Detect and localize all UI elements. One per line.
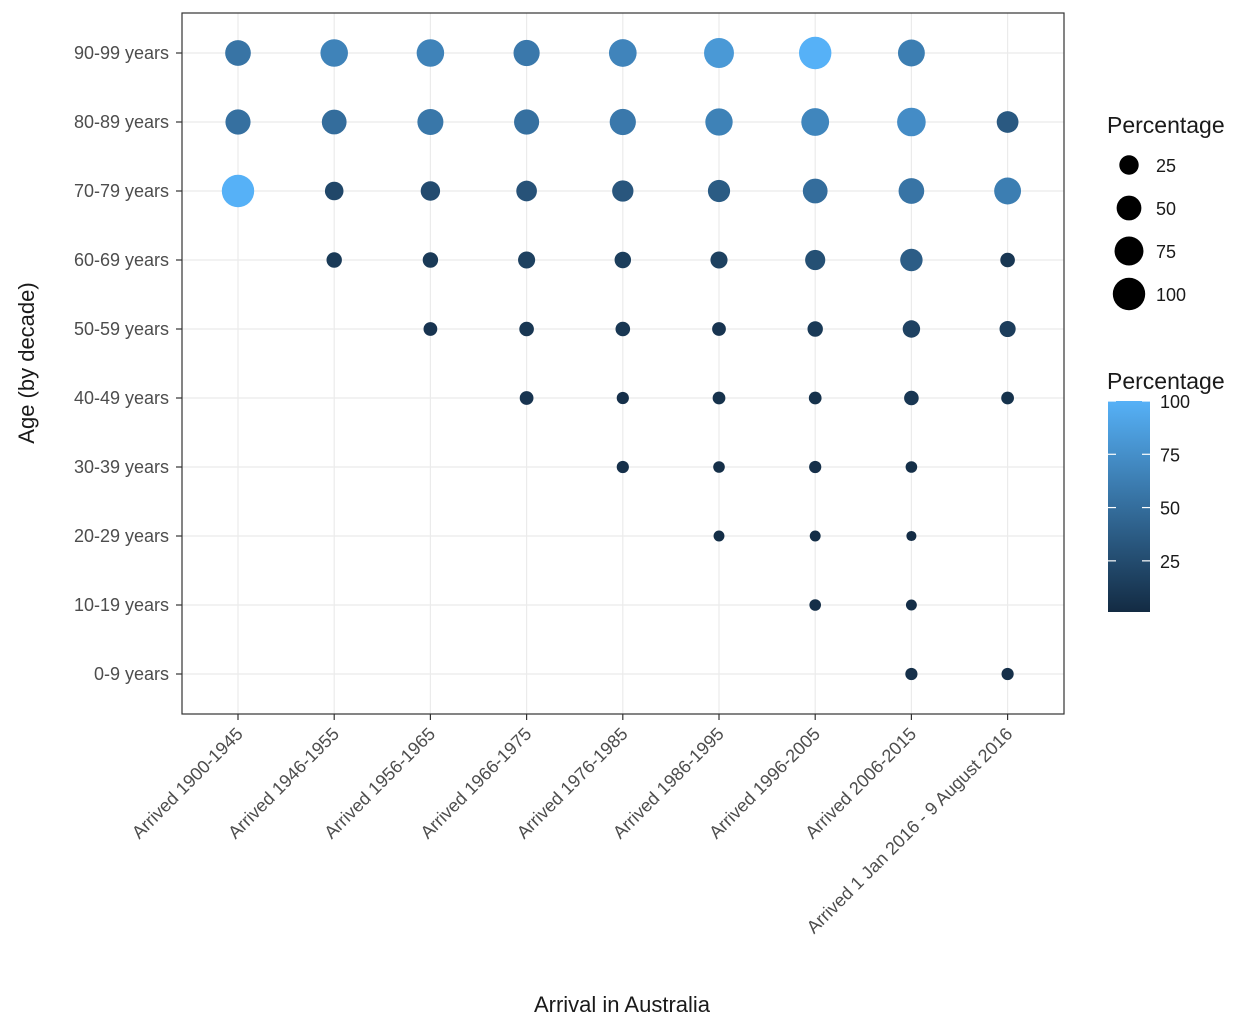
data-point — [905, 599, 917, 611]
data-point — [996, 111, 1019, 133]
data-point — [713, 530, 725, 542]
data-point — [712, 391, 726, 405]
data-point — [705, 108, 733, 136]
data-point — [898, 178, 925, 204]
size-legend-title: Percentage — [1107, 112, 1225, 138]
data-point — [712, 322, 726, 336]
data-point — [519, 391, 534, 405]
data-point — [417, 108, 444, 136]
color-legend-title: Percentage — [1107, 368, 1225, 394]
y-tick-label: 40-49 years — [74, 388, 169, 408]
data-point — [902, 320, 921, 338]
data-point — [616, 391, 629, 405]
color-legend: Percentage 25 50 75 100 — [1107, 368, 1225, 612]
data-point — [802, 178, 828, 204]
data-point — [519, 321, 534, 337]
data-point — [324, 181, 344, 201]
data-point — [326, 252, 342, 268]
y-axis-title: Age (by decade) — [14, 282, 39, 443]
data-point — [999, 320, 1016, 338]
data-point — [225, 40, 251, 66]
size-legend-label: 75 — [1156, 242, 1176, 262]
data-point — [513, 39, 540, 67]
data-point — [320, 39, 348, 67]
data-point — [516, 180, 537, 202]
data-point — [422, 252, 439, 268]
color-bar — [1108, 401, 1150, 612]
size-legend-key — [1116, 195, 1142, 221]
data-point — [616, 460, 629, 474]
data-point — [416, 39, 445, 67]
data-point — [514, 109, 540, 135]
size-legend-key — [1114, 236, 1144, 266]
size-legend: Percentage 25 50 75 100 — [1107, 112, 1225, 311]
y-axis: 0-9 years 10-19 years 20-29 years 30-39 yea… — [74, 43, 182, 684]
data-point — [707, 179, 731, 203]
data-point — [612, 180, 634, 202]
data-point — [1000, 252, 1015, 268]
data-point — [608, 39, 637, 67]
data-point — [423, 322, 438, 336]
size-legend-label: 100 — [1156, 285, 1186, 305]
color-legend-label: 50 — [1160, 499, 1180, 519]
data-point — [905, 461, 918, 473]
x-axis-title: Arrival in Australia — [534, 992, 711, 1017]
color-legend-label: 25 — [1160, 552, 1180, 572]
data-point — [615, 321, 631, 337]
y-tick-label: 80-89 years — [74, 112, 169, 132]
data-point — [713, 461, 725, 473]
data-point — [710, 251, 728, 269]
data-points — [221, 36, 1022, 681]
data-point — [805, 249, 826, 271]
data-point — [609, 108, 636, 136]
data-point — [704, 38, 734, 68]
data-point — [321, 109, 347, 135]
size-legend-label: 25 — [1156, 156, 1176, 176]
data-point — [904, 390, 919, 406]
color-legend-label: 75 — [1160, 445, 1180, 465]
data-point — [900, 248, 923, 272]
data-point — [799, 36, 832, 70]
data-point — [905, 667, 918, 681]
data-point — [225, 109, 251, 135]
data-point — [809, 599, 821, 611]
y-tick-label: 10-19 years — [74, 595, 169, 615]
data-point — [808, 391, 822, 405]
data-point — [420, 181, 441, 201]
y-tick-label: 90-99 years — [74, 43, 169, 63]
data-point — [994, 177, 1022, 205]
data-point — [1001, 391, 1014, 405]
data-point — [897, 107, 926, 137]
y-tick-label: 70-79 years — [74, 181, 169, 201]
size-legend-key — [1119, 155, 1139, 175]
data-point — [906, 530, 917, 542]
data-point — [1001, 667, 1014, 681]
data-point — [809, 460, 822, 474]
y-tick-label: 0-9 years — [94, 664, 169, 684]
y-tick-label: 30-39 years — [74, 457, 169, 477]
data-point — [518, 251, 536, 269]
data-point — [221, 174, 255, 208]
data-point — [897, 39, 925, 67]
data-point — [801, 108, 830, 136]
size-legend-label: 50 — [1156, 199, 1176, 219]
data-point — [809, 530, 821, 542]
size-legend-key — [1112, 277, 1146, 311]
y-tick-label: 60-69 years — [74, 250, 169, 270]
data-point — [807, 321, 823, 337]
y-tick-label: 20-29 years — [74, 526, 169, 546]
color-legend-label: 100 — [1160, 392, 1190, 412]
data-point — [614, 251, 632, 269]
y-tick-label: 50-59 years — [74, 319, 169, 339]
